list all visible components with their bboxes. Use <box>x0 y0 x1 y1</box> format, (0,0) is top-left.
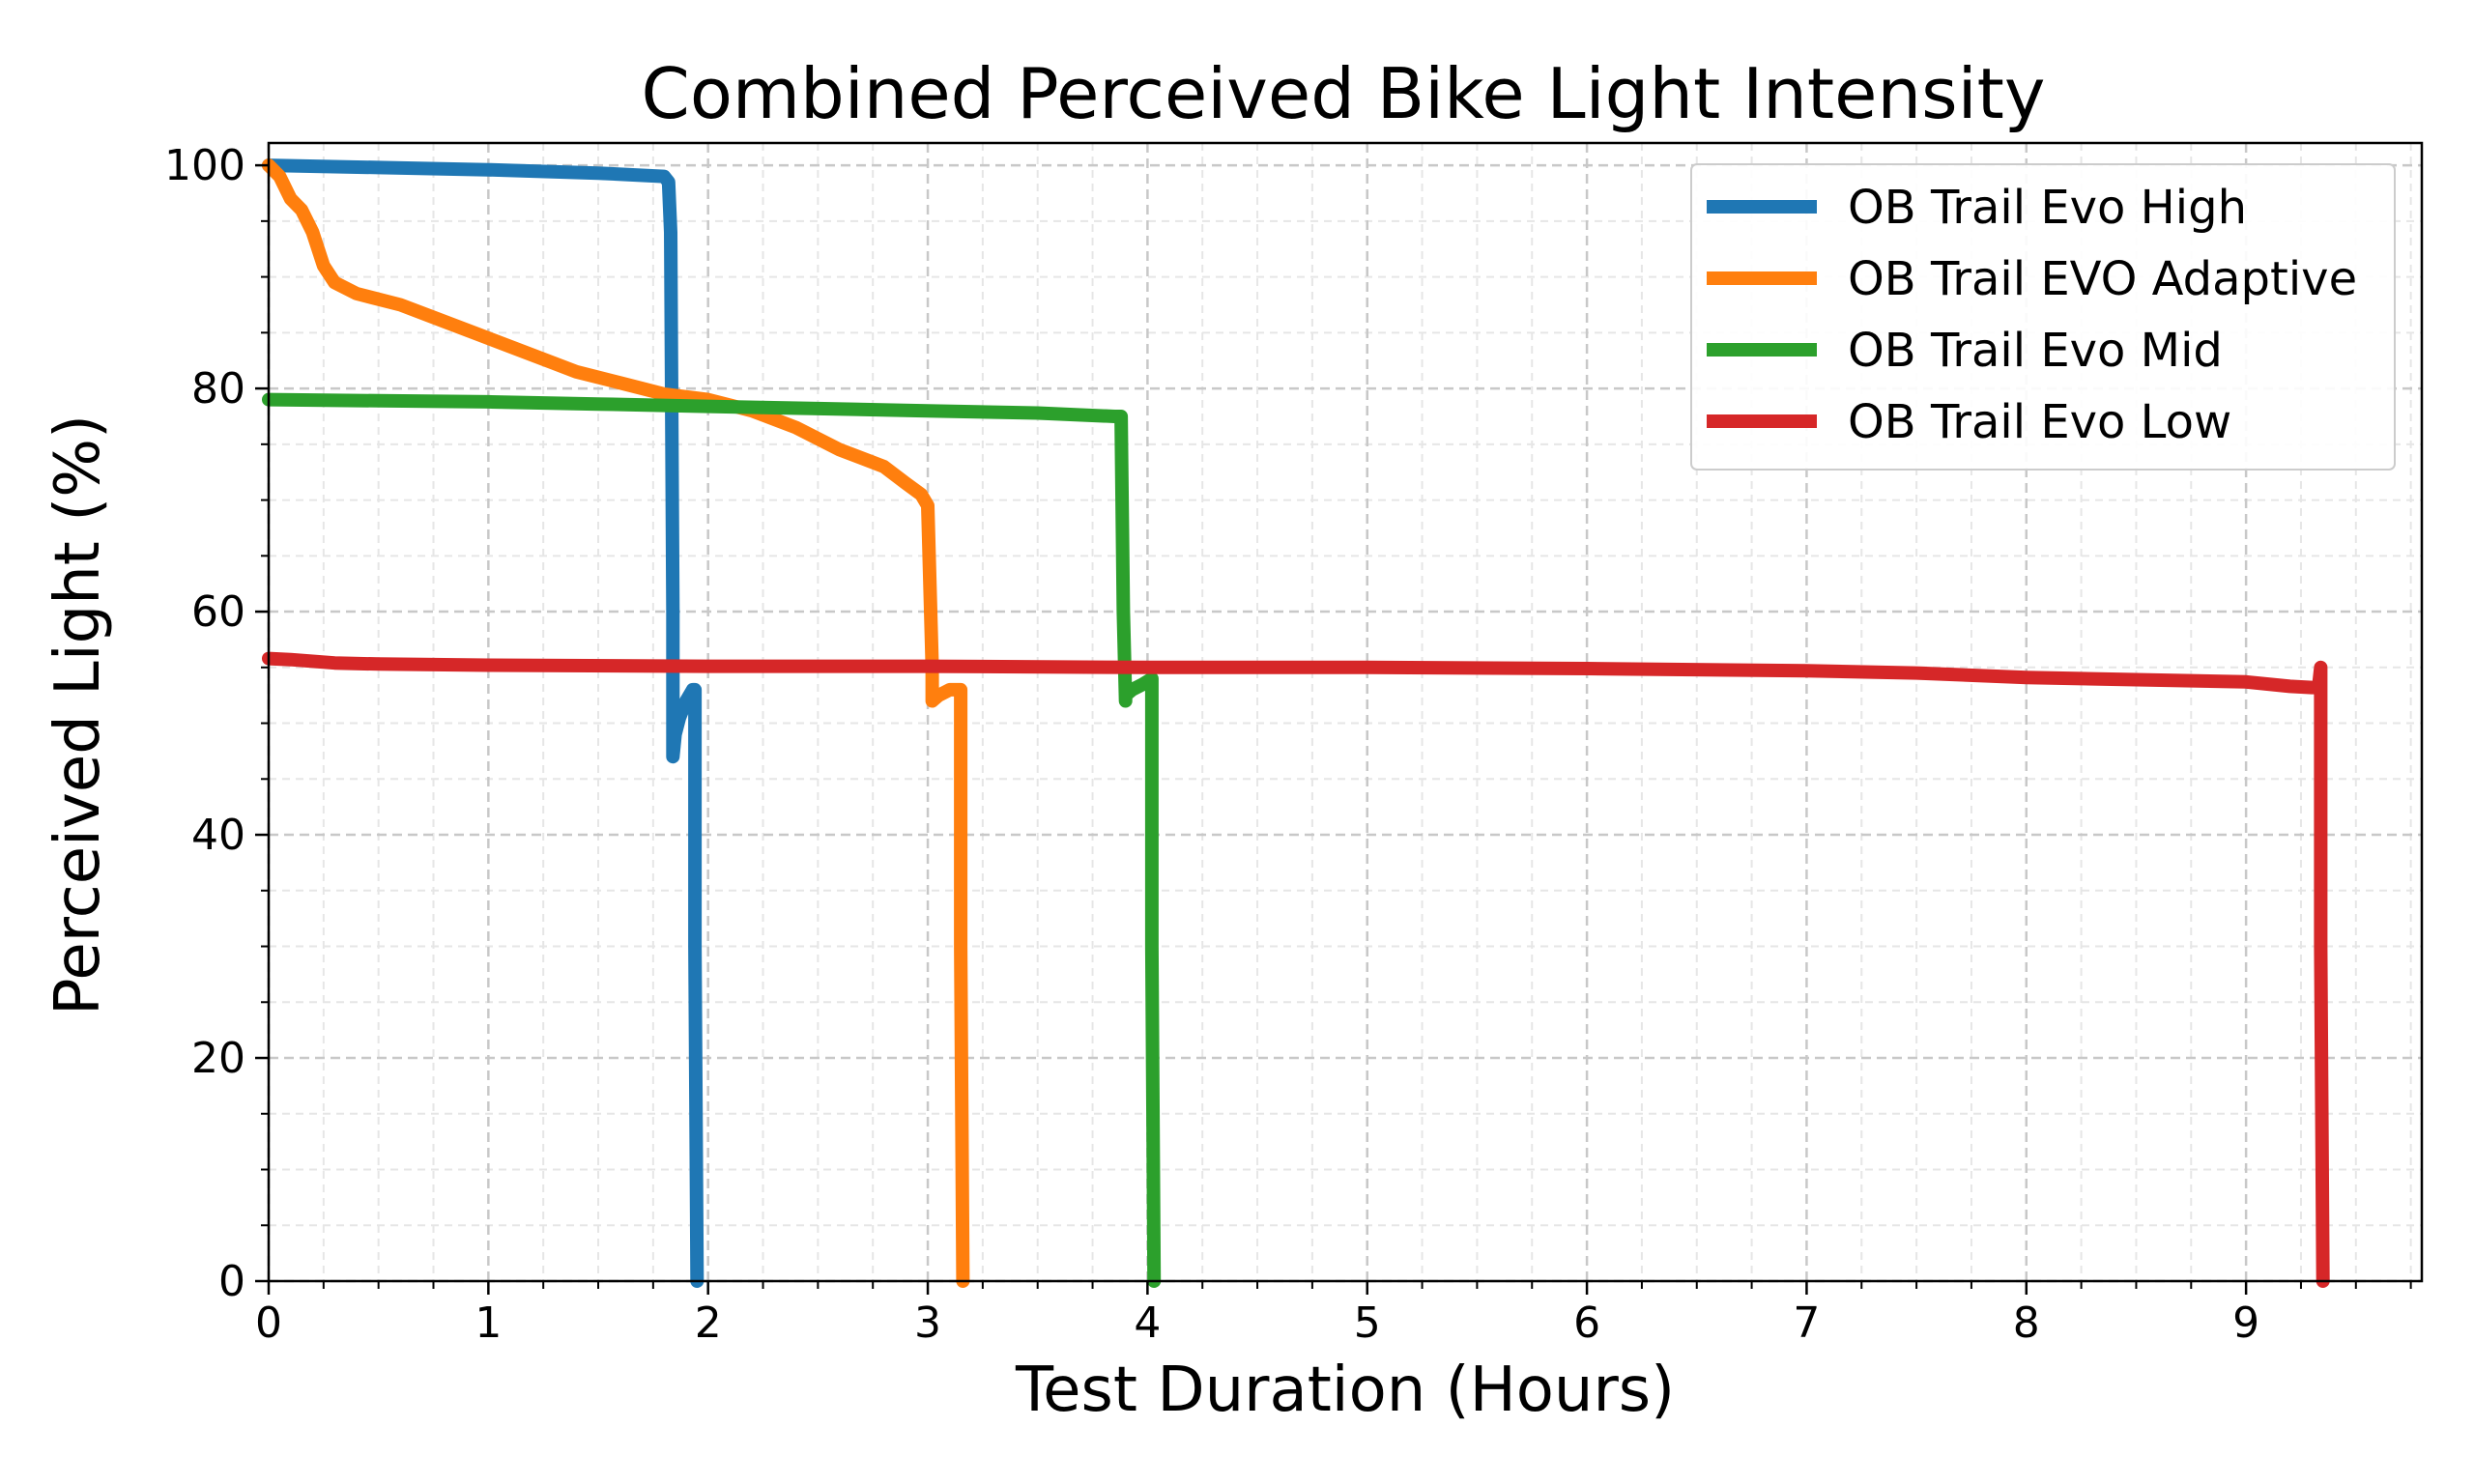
y-tick-label: 60 <box>191 587 245 637</box>
legend-frame <box>1690 163 2396 471</box>
x-tick-label: 7 <box>1793 1298 1820 1348</box>
series-line <box>262 651 2330 1288</box>
x-tick-label: 8 <box>2013 1298 2040 1348</box>
legend-label: OB Trail EVO Adaptive <box>1848 252 2357 306</box>
y-axis-label: Perceived Light (%) <box>43 414 114 1015</box>
series-layer <box>262 158 2330 1288</box>
y-tick-label: 80 <box>191 364 245 414</box>
legend-label: OB Trail Evo Mid <box>1848 324 2223 378</box>
series-line <box>262 392 1162 1288</box>
legend-label: OB Trail Evo Low <box>1848 395 2231 449</box>
x-tick-label: 4 <box>1134 1298 1161 1348</box>
plot-frame <box>267 141 2424 1283</box>
x-tick-label: 6 <box>1573 1298 1600 1348</box>
legend-label: OB Trail Evo High <box>1848 181 2247 235</box>
x-tick-label: 3 <box>914 1298 941 1348</box>
x-tick-label: 1 <box>475 1298 502 1348</box>
legend: OB Trail Evo High OB Trail EVO Adaptive OB… <box>1690 163 2396 471</box>
y-tick-label: 100 <box>164 141 245 190</box>
x-tick-label: 9 <box>2232 1298 2259 1348</box>
x-tick-label: 0 <box>255 1298 282 1348</box>
chart-title: Combined Perceived Bike Light Intensity <box>642 53 2046 134</box>
x-axis-label: Test Duration (Hours) <box>1015 1355 1675 1426</box>
y-tick-label: 20 <box>191 1034 245 1083</box>
x-tick-label: 2 <box>695 1298 722 1348</box>
axis-ticks: 0 1 2 3 4 5 6 7 8 9 0 20 40 60 80 100 <box>164 141 2412 1348</box>
y-tick-label: 40 <box>191 811 245 860</box>
y-tick-label: 0 <box>218 1257 245 1306</box>
series-line <box>262 158 705 1288</box>
x-tick-label: 5 <box>1354 1298 1381 1348</box>
